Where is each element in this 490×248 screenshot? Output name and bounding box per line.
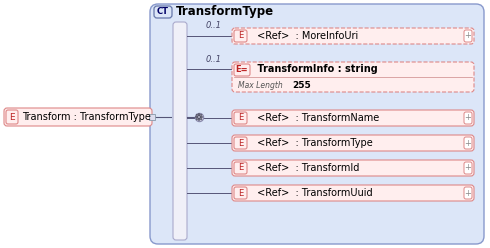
FancyBboxPatch shape (464, 137, 472, 149)
Text: <Ref>  : TransformName: <Ref> : TransformName (254, 113, 379, 123)
Text: +: + (465, 31, 471, 40)
FancyBboxPatch shape (232, 28, 474, 44)
FancyBboxPatch shape (234, 112, 247, 124)
Text: TransformType: TransformType (176, 5, 274, 19)
Text: TransformInfo : string: TransformInfo : string (254, 64, 378, 74)
FancyBboxPatch shape (464, 30, 472, 42)
FancyBboxPatch shape (4, 108, 152, 126)
Text: +: + (465, 138, 471, 148)
Text: E: E (238, 31, 243, 40)
Text: E: E (238, 114, 243, 123)
FancyBboxPatch shape (234, 187, 247, 199)
FancyBboxPatch shape (234, 137, 247, 149)
Text: Transform : TransformType: Transform : TransformType (22, 112, 151, 122)
Text: Max Length: Max Length (238, 81, 283, 90)
Text: 0..1: 0..1 (206, 21, 222, 30)
Text: E: E (238, 138, 243, 148)
Text: CT: CT (157, 7, 169, 17)
FancyBboxPatch shape (464, 187, 472, 199)
Text: <Ref>  : MoreInfoUri: <Ref> : MoreInfoUri (254, 31, 358, 41)
FancyBboxPatch shape (232, 110, 474, 126)
FancyBboxPatch shape (150, 4, 484, 244)
Text: 0..1: 0..1 (206, 55, 222, 63)
Text: <Ref>  : TransformId: <Ref> : TransformId (254, 163, 359, 173)
Text: +: + (465, 114, 471, 123)
Text: 255: 255 (292, 81, 311, 90)
Text: E: E (238, 163, 243, 173)
FancyBboxPatch shape (232, 62, 474, 92)
FancyBboxPatch shape (232, 160, 474, 176)
Text: <Ref>  : TransformUuid: <Ref> : TransformUuid (254, 188, 372, 198)
FancyBboxPatch shape (173, 22, 187, 240)
FancyBboxPatch shape (234, 64, 250, 76)
Text: E: E (9, 113, 15, 122)
FancyBboxPatch shape (234, 30, 247, 42)
FancyBboxPatch shape (464, 162, 472, 174)
Text: <Ref>  : TransformType: <Ref> : TransformType (254, 138, 373, 148)
Text: +: + (465, 188, 471, 197)
FancyBboxPatch shape (154, 6, 172, 18)
FancyBboxPatch shape (232, 185, 474, 201)
Text: E: E (238, 188, 243, 197)
FancyBboxPatch shape (232, 135, 474, 151)
FancyBboxPatch shape (464, 112, 472, 124)
FancyBboxPatch shape (6, 110, 18, 124)
Text: E=: E= (236, 64, 248, 73)
FancyBboxPatch shape (234, 162, 247, 174)
Text: +: + (465, 163, 471, 173)
